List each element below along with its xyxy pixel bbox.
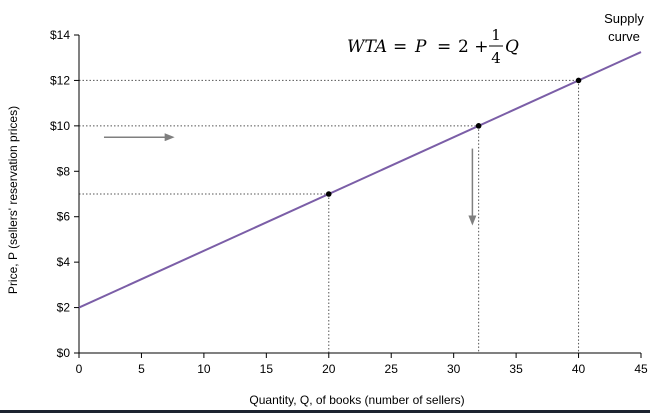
equation-constant: 2 + [458,37,488,57]
y-tick-label: $8 [57,164,71,178]
y-tick-label: $14 [50,28,70,42]
axes [78,35,641,354]
supply-curve-label-line1: Supply [604,11,644,26]
x-tick-label: 10 [197,362,211,376]
y-tick-label: $10 [50,119,70,133]
data-point [325,191,332,197]
x-tick-label: 45 [634,362,648,376]
data-point [575,77,582,84]
equation-denominator: 4 [491,49,501,67]
equation-q: Q [505,37,519,57]
supply-equation: WTA = P = 2 + 1 4 Q [347,26,519,67]
x-tick-label: 5 [138,362,145,376]
x-tick-label: 35 [509,362,523,376]
x-tick-label: 40 [572,362,586,376]
equation-p: P [414,37,427,57]
data-point [475,123,482,129]
x-tick-label: 30 [447,362,461,376]
y-tick-label: $6 [57,210,71,224]
x-tick-label: 25 [385,362,399,376]
equation-numerator: 1 [491,26,501,44]
equation-equals-2: = [437,37,451,57]
x-tick-label: 20 [322,362,336,376]
y-tick-label: $4 [57,255,71,269]
y-tick-label: $2 [57,301,71,315]
supply-curve-line [78,51,642,309]
points-layer [325,77,582,197]
equation-wta: WTA [347,37,387,57]
axis-ticks: $0 $2 $4 $6 $8 $10 $12 $14 0 5 10 15 20 25 30 35 40 45 [50,28,648,376]
y-axis-title: Price, P (sellers' reservation prices) [6,106,20,294]
series-layer [78,51,642,309]
x-tick-label: 0 [76,362,83,376]
y-tick-label: $0 [57,346,71,360]
arrows-layer [103,133,477,226]
reference-lines [79,79,580,353]
bottom-edge-bar [0,410,650,413]
x-axis-title: Quantity, Q, of books (number of sellers… [249,393,464,407]
y-tick-label: $12 [50,73,70,87]
x-tick-label: 15 [260,362,274,376]
supply-curve-label-line2: curve [608,29,640,44]
equation-equals-1: = [393,37,407,57]
